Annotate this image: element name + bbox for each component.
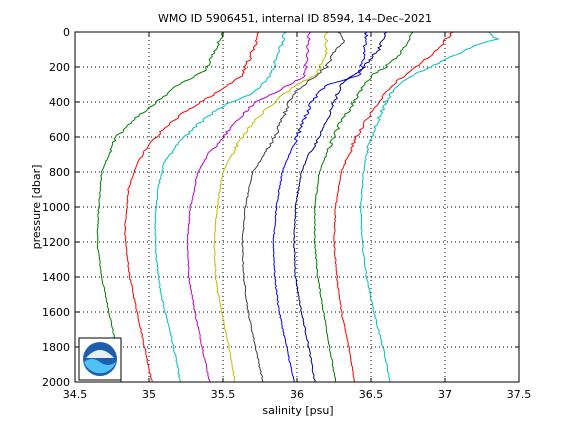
x-tick-label: 35 [142, 388, 156, 401]
profile-line-3 [154, 31, 287, 382]
profile-line-4 [186, 31, 311, 382]
logo-bird-icon [86, 350, 114, 358]
profile-line-9 [313, 31, 414, 382]
profile-line-2 [124, 31, 260, 383]
x-tick-labels: 34.5 35 35.5 36 36.5 37 37.5 [63, 388, 532, 401]
profile-line-6 [241, 31, 345, 383]
profile-line-5 [213, 31, 329, 383]
y-tick-label: 0 [63, 26, 70, 39]
x-tick-label: 36 [290, 388, 304, 401]
y-tick-label: 2000 [42, 376, 70, 389]
noaa-logo [78, 337, 122, 381]
profile-line-7 [272, 31, 369, 382]
x-tick-label: 37.5 [507, 388, 532, 401]
y-tick-label: 1200 [42, 236, 70, 249]
x-tick-label: 37 [438, 388, 452, 401]
profile-line-1 [96, 31, 224, 383]
y-tick-labels: 0 200 400 600 800 1000 1200 1400 1600 1800 2000 [42, 26, 70, 389]
series-layer [96, 31, 501, 383]
profile-line-11 [359, 31, 501, 383]
profile-line-10 [333, 31, 454, 383]
profile-line-8 [293, 31, 388, 383]
y-tick-label: 1800 [42, 341, 70, 354]
y-tick-label: 1600 [42, 306, 70, 319]
x-axis-label: salinity [psu] [262, 404, 333, 417]
y-tick-label: 1000 [42, 201, 70, 214]
y-axis-label: pressure [dbar] [30, 165, 43, 250]
y-tick-label: 1400 [42, 271, 70, 284]
y-tick-label: 200 [49, 61, 70, 74]
x-tick-label: 36.5 [359, 388, 384, 401]
x-tick-label: 35.5 [211, 388, 236, 401]
logo-wave-icon [84, 359, 116, 374]
y-tick-label: 800 [49, 166, 70, 179]
y-tick-label: 400 [49, 96, 70, 109]
plot-area [74, 31, 520, 383]
x-tick-label: 34.5 [63, 388, 88, 401]
chart-title: WMO ID 5906451, internal ID 8594, 14–Dec… [158, 12, 432, 25]
y-tick-label: 600 [49, 131, 70, 144]
axes-box [74, 31, 520, 383]
